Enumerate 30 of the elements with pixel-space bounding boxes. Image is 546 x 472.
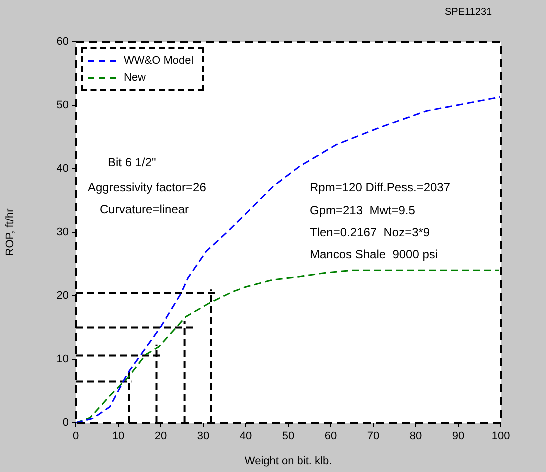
x-tick-label: 100	[492, 430, 510, 443]
y-tick-label: 10	[56, 354, 69, 366]
x-tick-label: 90	[452, 430, 465, 443]
y-tick-label: 60	[56, 36, 69, 48]
annotation: Gpm=213 Mwt=9.5	[310, 203, 416, 218]
legend-label: WW&O Model	[124, 54, 194, 66]
annotation: Curvature=linear	[100, 202, 190, 216]
x-tick-label: 40	[240, 430, 252, 443]
annotation: Tlen=0.2167 Noz=3*9	[310, 225, 430, 240]
annotation: Aggressivity factor=26	[88, 180, 207, 194]
annotation: Mancos Shale 9000 psi	[310, 247, 438, 262]
y-tick-label: 30	[56, 226, 69, 239]
y-tick-label: 0	[62, 417, 69, 430]
legend-label: New	[124, 72, 146, 84]
x-tick-label: 0	[72, 430, 80, 443]
x-tick-label: 60	[324, 430, 338, 443]
x-tick-label: 70	[367, 430, 380, 443]
x-tick-label: 50	[282, 430, 295, 443]
y-tick-label: 20	[56, 290, 69, 302]
y-tick-label: 50	[56, 100, 69, 112]
x-tick-label: 80	[410, 430, 422, 443]
annotation: Bit 6 1/2"	[108, 155, 156, 170]
annotation: Rpm=120 Diff.Pess.=2037	[310, 180, 451, 194]
x-tick-label: 10	[112, 430, 125, 443]
y-axis-title: ROP, ft/hr	[4, 208, 17, 256]
y-tick-label: 40	[56, 163, 69, 176]
text: SPE11231	[445, 6, 493, 18]
x-axis-title: Weight on bit. klb.	[244, 455, 332, 468]
x-tick-label: 30	[197, 430, 210, 443]
x-tick-label: 20	[154, 430, 168, 443]
